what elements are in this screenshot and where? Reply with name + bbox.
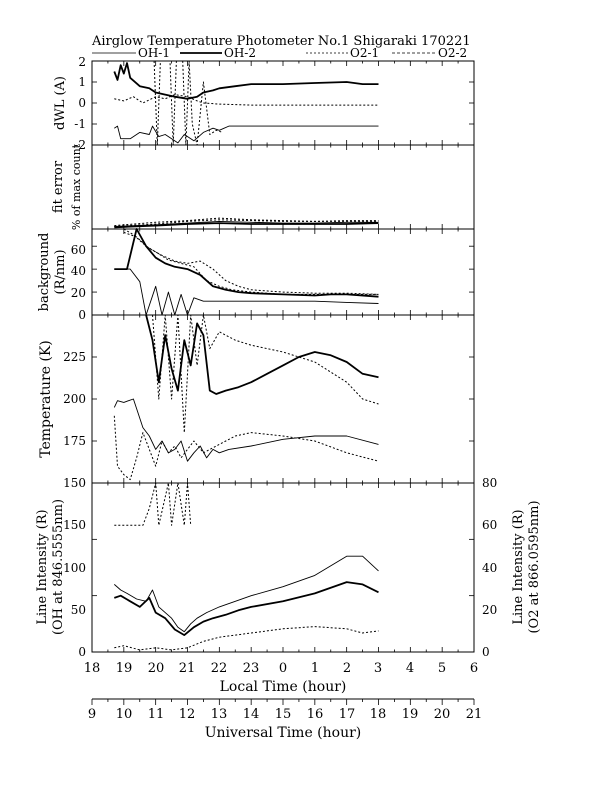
series-layer [92,60,474,653]
series-line-temp-oh-1 [113,398,379,462]
ytick-label: 50 [71,603,86,617]
series-line-int-oh-1 [114,555,379,633]
panel-fit-ylabel-line2: % of max count [70,143,83,230]
panel-int-ylabel-line2: (OH at 846.5555nm) [51,499,66,635]
xtick-label-local: 21 [179,661,196,676]
ytick-label: 225 [63,350,86,364]
series-line-temp-oh-2 [145,314,379,395]
series-line-int-oh-2 [114,581,379,636]
bg-yticks: 60 40 20 0 [71,243,86,322]
ytick-label: 150 [63,518,86,532]
series-line-bg-oh-2 [114,228,379,298]
series-line-dwl-oh-2 [113,62,379,100]
xtick-label-local: 0 [279,661,287,676]
xtick-label-local: 4 [406,661,414,676]
legend-label-oh-1: OH-1 [138,46,170,60]
series-line-dwl-o2-2 [153,60,223,146]
ytick-label-right: 60 [482,518,497,532]
series-line-bg-o2-2 [123,231,379,295]
legend: OH-1 OH-2 O2-1 O2-2 [92,46,467,60]
xtick-label-universal: 16 [307,707,324,722]
ytick-label-right: 20 [482,603,497,617]
series-line-dwl-o2-1 [114,94,379,106]
ytick-label-right: 0 [482,645,490,659]
series-line-bg-oh-1 [114,268,379,316]
temp-yticks: 225 200 175 150 [63,350,86,490]
ytick-label: 40 [71,264,86,278]
panel-int-ylabel-line1: Line Intensity (R) [35,509,50,624]
series-line-fit-oh-2 [114,222,379,229]
xtick-label-local: 23 [243,661,260,676]
local-time-ticks: 18 19 20 21 22 23 0 1 2 3 4 5 6 [84,661,478,676]
int-yticks: 150 100 50 0 [63,518,86,659]
ytick-label: -1 [74,117,86,131]
ytick-label: 0 [78,308,86,322]
universal-time-ticks: 9 10 11 12 13 14 15 16 17 18 19 20 21 [88,707,482,722]
xtick-label-local: 5 [438,661,446,676]
series-line-fit-o2-2 [114,219,379,227]
ytick-label: -2 [74,138,86,152]
series-line-dwl-oh-1 [114,125,379,144]
panel-bg-ylabel-line2: (R/nm) [53,249,68,294]
panel-dwl-ylabel: dWL (A) [53,76,68,130]
ytick-label: 2 [78,55,86,69]
local-time-axis-label: Local Time (hour) [220,679,347,695]
xtick-label-local: 1 [311,661,319,676]
xtick-label-universal: 17 [339,707,356,722]
xtick-label-universal: 21 [466,707,483,722]
xtick-label-universal: 10 [116,707,133,722]
panel-temp-ylabel: Temperature (K) [38,340,54,458]
legend-label-oh-2: OH-2 [224,46,256,60]
panel-bg-ylabel-line1: background [37,233,52,312]
ytick-label: 100 [63,561,86,575]
legend-label-o2-1: O2-1 [350,46,379,60]
ytick-label: 20 [71,286,86,300]
xtick-label-local: 2 [343,661,351,676]
xtick-label-universal: 9 [88,707,96,722]
xtick-label-universal: 13 [211,707,228,722]
xtick-label-universal: 15 [275,707,292,722]
dwl-yticks: 2 1 0 -1 -2 [74,55,86,152]
ytick-label: 1 [78,75,86,89]
series-line-fit-o2-1 [114,217,379,227]
series-line-bg-o2-1 [123,228,379,295]
xtick-label-local: 19 [116,661,133,676]
legend-label-o2-2: O2-2 [438,46,467,60]
universal-time-tick-marks [91,699,475,705]
series-line-int-o2-1 [114,626,379,651]
xtick-label-universal: 14 [243,707,260,722]
panel-tick-marks [91,61,475,652]
xtick-label-universal: 11 [148,707,165,722]
series-line-int-o2-2 [114,482,192,526]
int-right-yticks: 80 60 40 20 0 [482,476,497,659]
universal-time-axis-label: Universal Time (hour) [205,725,362,741]
ytick-label: 200 [63,392,86,406]
ytick-label-right: 40 [482,561,497,575]
panel-int-rlabel-line2: (O2 at 866.0595nm) [527,500,542,633]
ytick-label: 0 [78,96,86,110]
xtick-label-local: 6 [470,661,478,676]
xtick-label-local: 3 [374,661,382,676]
ytick-label: 60 [71,243,86,257]
xtick-label-local: 18 [84,661,101,676]
xtick-label-universal: 18 [370,707,387,722]
ytick-label-right: 80 [482,476,497,490]
xtick-label-local: 20 [148,661,165,676]
xtick-label-universal: 12 [179,707,196,722]
xtick-label-local: 22 [211,661,228,676]
panel-fit-ylabel-line1: fit error [51,160,66,213]
figure-title: Airglow Temperature Photometer No.1 Shig… [91,34,471,49]
xtick-label-universal: 19 [402,707,419,722]
series-line-temp-o2-1 [113,415,379,481]
xtick-label-universal: 20 [434,707,451,722]
ytick-label: 150 [63,476,86,490]
ytick-label: 175 [63,434,86,448]
panel-int-rlabel-line1: Line Intensity (R) [511,509,526,624]
ytick-label: 0 [78,645,86,659]
